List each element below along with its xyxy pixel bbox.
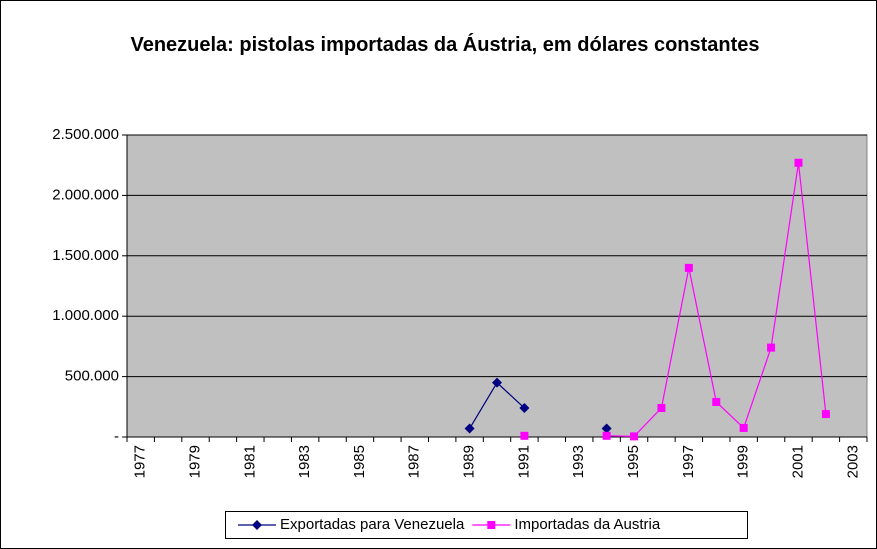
- data-point: [767, 343, 776, 352]
- x-tick-label: 1987: [406, 445, 423, 478]
- legend: Exportadas para Venezuela Importadas da A…: [225, 511, 748, 539]
- data-point: [492, 377, 502, 388]
- legend-label: Exportadas para Venezuela: [280, 516, 465, 533]
- data-point: [739, 423, 748, 432]
- series: [464, 377, 612, 434]
- y-tick-label: 2.000.000: [52, 186, 119, 203]
- data-point: [601, 423, 612, 434]
- y-tick-label: -: [114, 428, 119, 445]
- x-tick-label: 2003: [844, 445, 861, 478]
- x-tick-label: 1979: [186, 445, 203, 478]
- y-tick-label: 500.000: [65, 368, 119, 385]
- x-tick-label: 1993: [570, 445, 587, 478]
- x-tick-label: 1991: [515, 445, 532, 478]
- data-point: [794, 158, 803, 167]
- x-tick-label: 1977: [132, 445, 149, 478]
- chart-title: Venezuela: pistolas importadas da Áustri…: [130, 34, 760, 56]
- x-tick-label: 1997: [680, 445, 697, 478]
- data-point: [821, 410, 830, 419]
- x-tick-label: 1983: [296, 445, 313, 478]
- data-point: [464, 423, 475, 434]
- data-point: [657, 404, 666, 413]
- x-tick-label: 1985: [351, 445, 368, 478]
- series: [520, 158, 830, 441]
- data-point: [602, 431, 611, 440]
- data-point: [252, 520, 262, 530]
- x-tick-label: 1981: [241, 445, 258, 478]
- x-tick-label: 1995: [625, 445, 642, 478]
- x-tick-label: 2001: [789, 445, 806, 478]
- x-tick-label: 1999: [735, 445, 752, 478]
- data-point: [487, 521, 496, 529]
- y-tick-label: 1.000.000: [52, 307, 119, 324]
- x-tick-label: 1989: [461, 445, 478, 478]
- data-point: [630, 432, 639, 441]
- y-tick-label: 1.500.000: [52, 247, 119, 264]
- y-tick-label: 2.500.000: [52, 126, 119, 143]
- data-point: [712, 397, 721, 406]
- legend-label: Importadas da Austria: [514, 516, 661, 533]
- data-point: [684, 263, 693, 272]
- data-point: [520, 431, 529, 440]
- data-point: [519, 403, 530, 414]
